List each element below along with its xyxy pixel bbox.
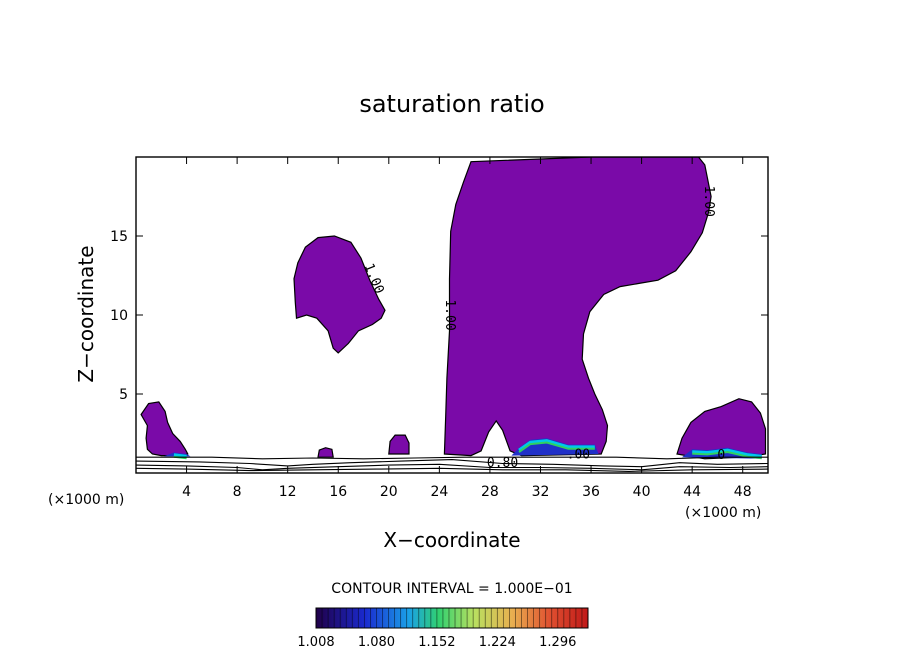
x-tick-label: 16 [329, 484, 347, 500]
colorbar-labels: 1.008 1.080 1.152 1.224 1.296 [297, 635, 576, 650]
x-tick-label: 24 [430, 484, 448, 500]
y-tick-label: 10 [110, 308, 128, 324]
x-axis-ticks: 4 8 12 16 20 24 28 32 36 40 44 48 [182, 157, 752, 500]
x-axis-label: X−coordinate [383, 528, 520, 552]
y-axis-label: Z−coordinate [74, 245, 98, 382]
band-2-4-cyan [173, 453, 187, 458]
region-small-cloud-20km [388, 434, 410, 455]
x-unit-right: (×1000 m) [685, 505, 761, 521]
colorbar-tick-label: 1.080 [358, 635, 395, 650]
y-tick-label: 15 [110, 229, 128, 245]
x-tick-label: 44 [683, 484, 701, 500]
x-tick-label: 48 [734, 484, 752, 500]
x-tick-label: 28 [481, 484, 499, 500]
y-tick-label: 5 [119, 387, 128, 403]
contour-label: 1.00 [442, 299, 457, 330]
colorbar-tick-label: 1.296 [539, 635, 576, 650]
cloud-regions [140, 157, 767, 460]
lower-isolines [136, 456, 768, 472]
x-tick-label: 32 [532, 484, 550, 500]
x-tick-label: 40 [633, 484, 651, 500]
x-tick-label: 36 [582, 484, 600, 500]
colorbar [315, 607, 589, 629]
isoline-c [136, 463, 768, 471]
isoline-a [136, 456, 768, 460]
x-unit-left: (×1000 m) [48, 492, 124, 508]
y-axis-ticks: 5 10 15 [110, 229, 768, 403]
region-anvil-cloud [443, 157, 712, 457]
colored-bands [163, 438, 762, 460]
region-low-left-cloud [140, 401, 189, 457]
chart-title: saturation ratio [359, 90, 544, 118]
contour-label: .00 [567, 447, 590, 462]
isoline-d [136, 467, 768, 472]
x-tick-label: 4 [182, 484, 191, 500]
band-44-49-cyan [692, 448, 762, 458]
band-30-36-green [518, 441, 595, 453]
region-small-cloud-15km [317, 447, 334, 458]
colorbar-tick-label: 1.152 [418, 635, 455, 650]
isoline-b [136, 459, 768, 468]
contour-label: 1.00 [701, 186, 716, 217]
x-tick-label: 8 [233, 484, 242, 500]
region-mid-level-cloud [293, 235, 386, 354]
x-tick-label: 20 [380, 484, 398, 500]
contour-label: 0.80 [487, 456, 518, 471]
colorbar-tick-label: 1.224 [479, 635, 516, 650]
colorbar-stripes [321, 608, 583, 628]
band-30-36-cyan [518, 439, 595, 452]
contour-interval-text: CONTOUR INTERVAL = 1.000E−01 [331, 581, 572, 597]
colorbar-tick-label: 1.008 [297, 635, 334, 650]
contour-label: 0 [717, 448, 725, 463]
x-tick-label: 12 [279, 484, 297, 500]
